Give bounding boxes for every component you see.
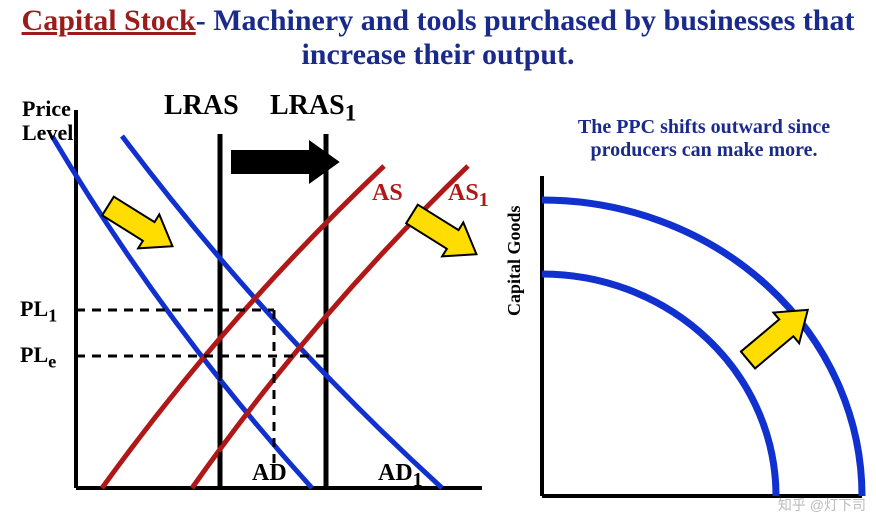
ple-label: PLe [20,342,56,372]
ad-label: AD [252,460,287,487]
y-axis-label-2: Level [22,120,73,146]
pl1-label: PL1 [20,296,57,326]
ppc-y-axis-label: Capital Goods [504,156,525,316]
as1-label: AS1 [448,180,489,212]
y-axis-label-1: Price [22,96,71,122]
asad-svg [22,96,502,512]
watermark: 知乎 @灯下司 [778,495,866,515]
lras-label: LRAS [164,90,239,122]
ppc-svg [512,116,866,512]
ad1-label: AD1 [378,460,423,492]
ppc-diagram: The PPC shifts outward since producers c… [512,116,866,512]
title-highlight: Capital Stock [22,4,196,37]
title-rest: - Machinery and tools purchased by busin… [196,4,855,71]
asad-diagram: Price Level LRAS LRAS1 AS AS1 AD AD1 PL1… [22,96,502,512]
as-label: AS [372,180,403,207]
page-title: Capital Stock- Machinery and tools purch… [0,0,876,72]
lras1-label: LRAS1 [270,90,356,128]
